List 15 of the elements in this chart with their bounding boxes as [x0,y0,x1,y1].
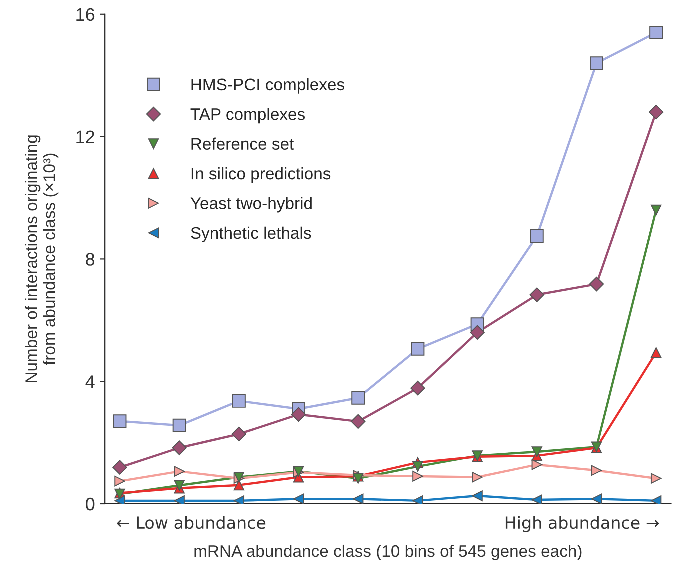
text: High abundance → [506,516,660,532]
x-axis-title: mRNA abundance class (10 bins of 545 genes each) [194,544,582,561]
legend-label: In silico predictions [192,167,331,184]
legend-label: Synthetic lethals [191,226,312,242]
y-tick-label: 0 [86,498,95,511]
legend-label: TAP complexes [190,108,305,124]
y-tick-label: 16 [76,8,95,22]
legend-label: HMS-PCI complexes [192,78,344,94]
y-axis-title: Number of interactions originating from abundance class (×10³) [25,136,59,382]
y-tick-label: 4 [86,376,95,388]
text: ← Low abundance [117,516,266,530]
y-tick-label: 12 [76,130,94,144]
legend-label: Reference set [192,138,294,150]
legend-label: Yeast two-hybrid [190,197,312,213]
y-tick-label: 8 [86,253,95,266]
